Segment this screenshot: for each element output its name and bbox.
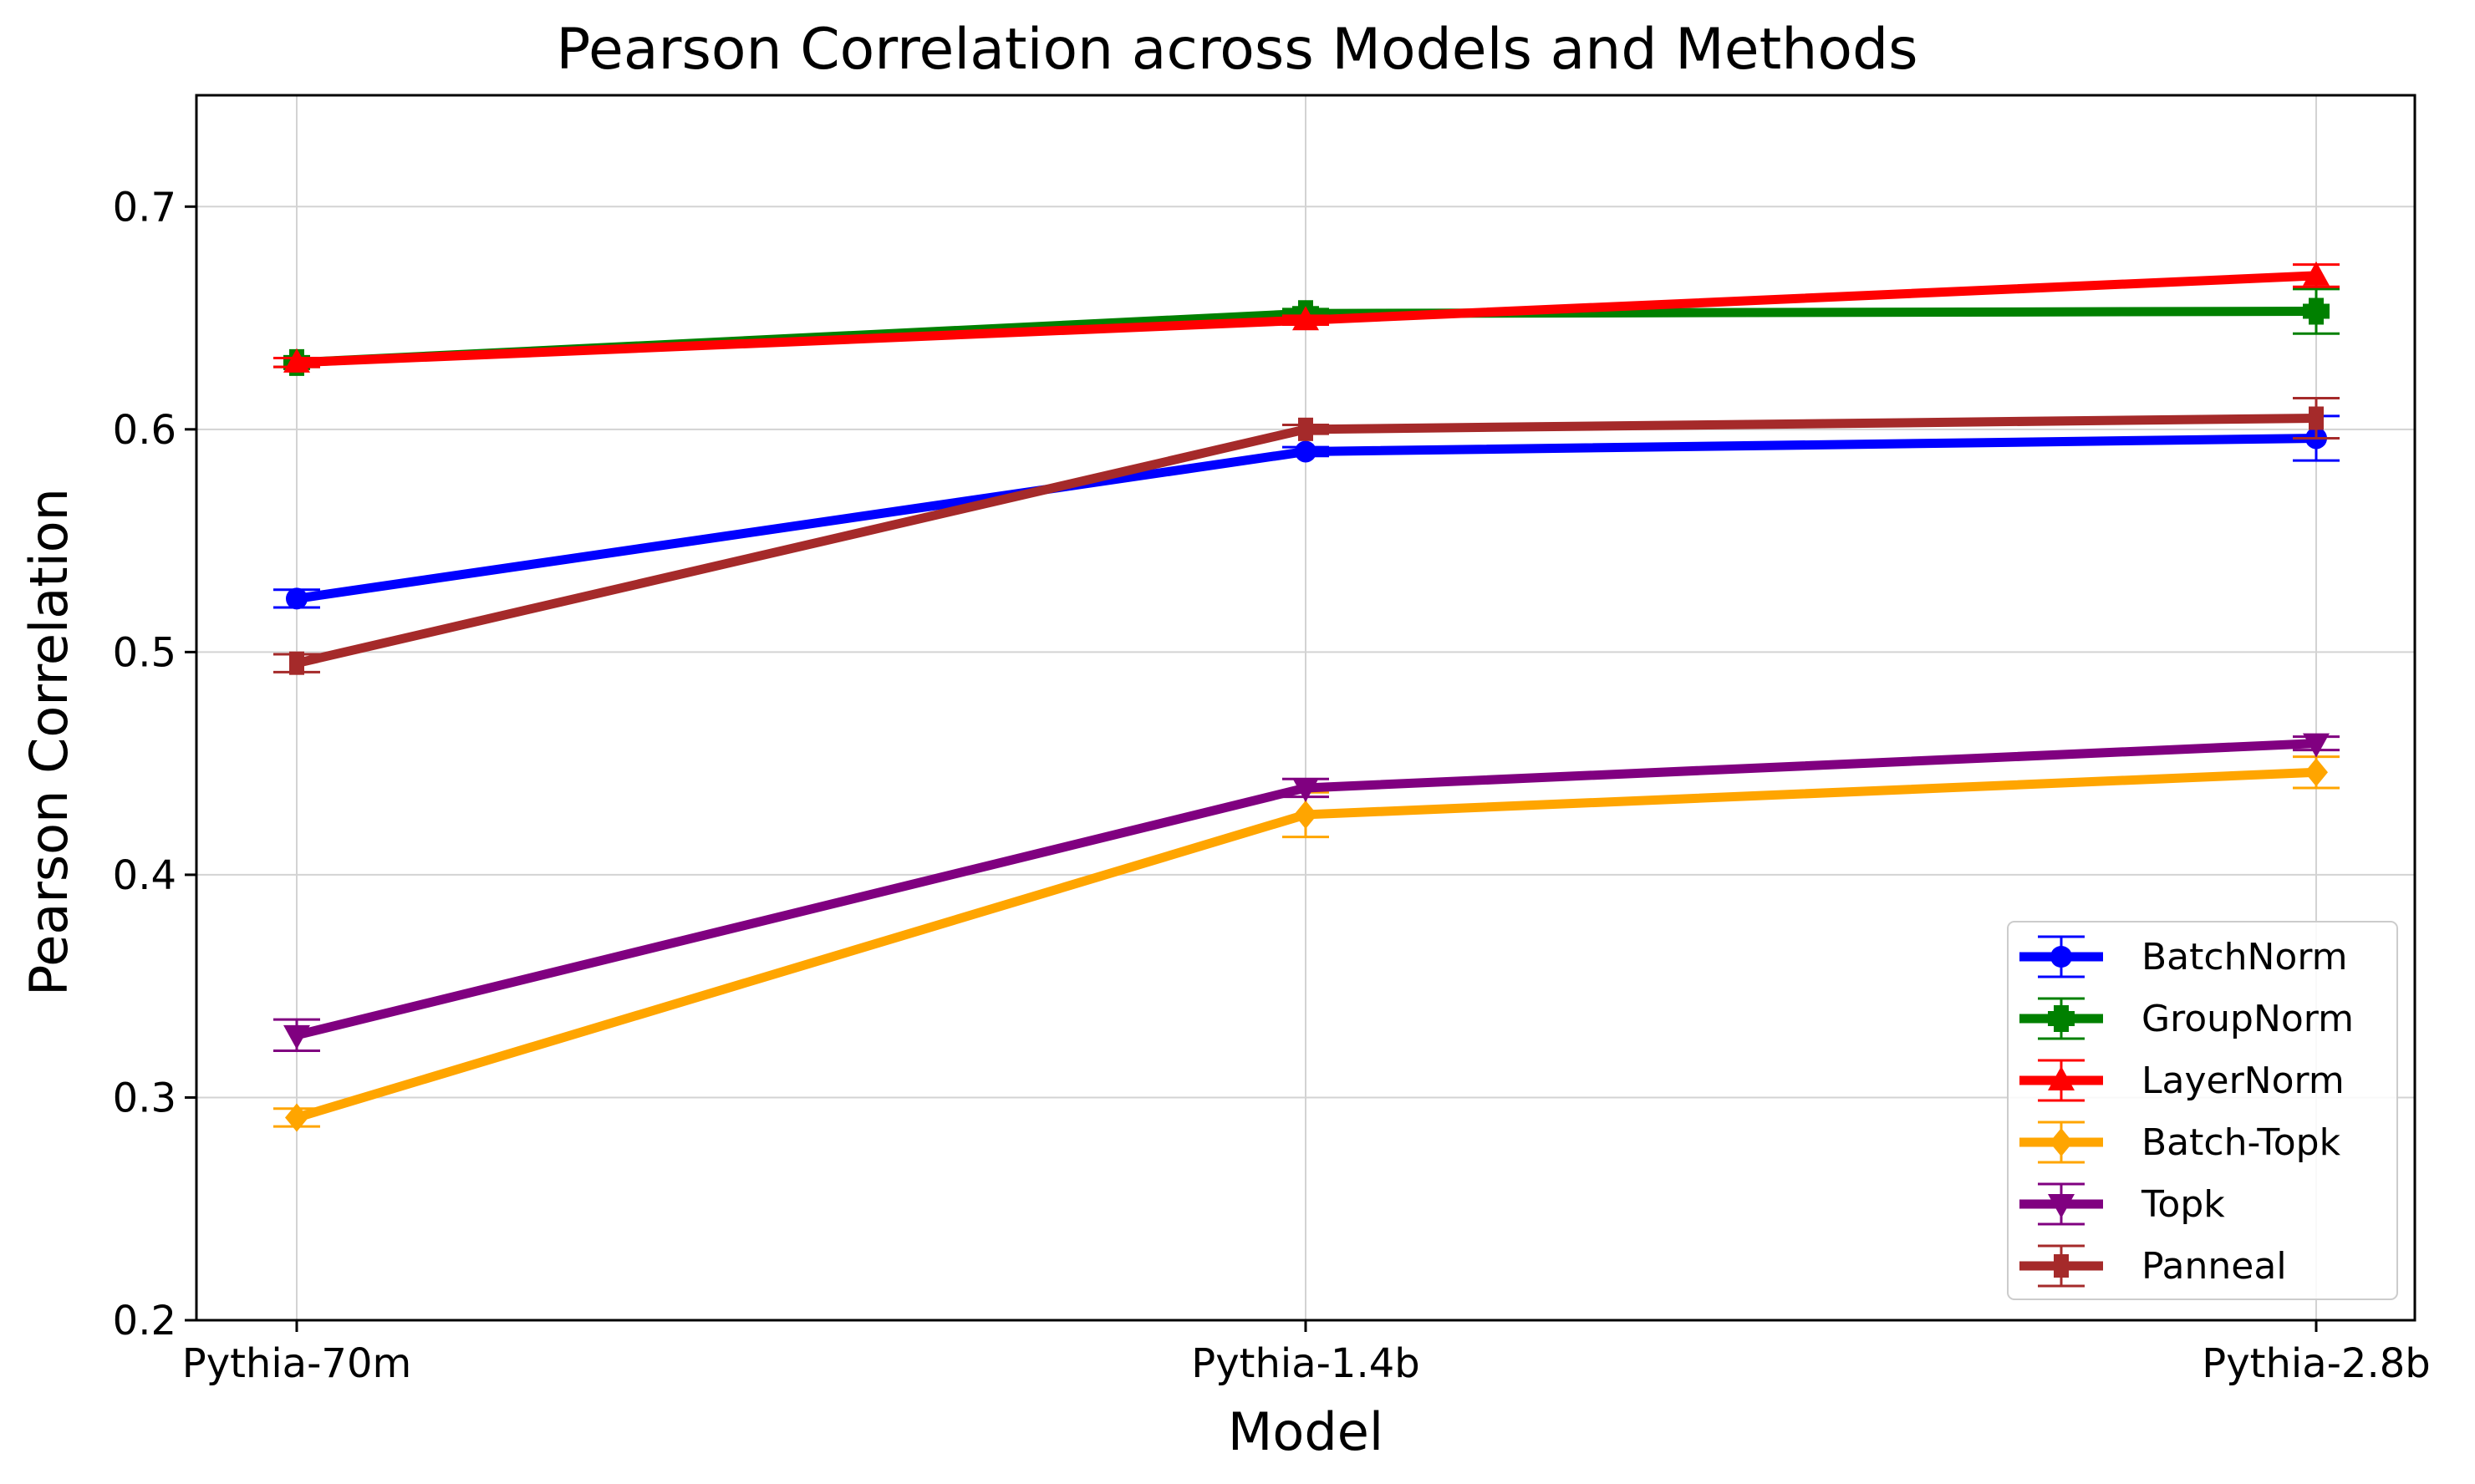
x-tick-label: Pythia-2.8b	[2202, 1340, 2430, 1387]
legend-item: BatchNorm	[2019, 935, 2348, 978]
legend-item: LayerNorm	[2019, 1059, 2345, 1102]
x-tick-label: Pythia-70m	[182, 1340, 412, 1387]
legend-label: LayerNorm	[2141, 1060, 2345, 1102]
legend-marker	[2048, 1194, 2075, 1218]
legend-item: Panneal	[2019, 1244, 2287, 1288]
y-tick-label: 0.3	[113, 1075, 176, 1121]
legend-marker	[2048, 1005, 2075, 1032]
data-point	[1295, 440, 1316, 463]
legend-label: Topk	[2141, 1183, 2225, 1226]
data-point	[1294, 800, 1317, 829]
legend-marker	[2050, 1128, 2073, 1156]
legend-item: GroupNorm	[2019, 997, 2354, 1040]
series-batchnorm	[273, 414, 2340, 610]
legend-marker	[2050, 946, 2072, 968]
legend-item: Batch-Topk	[2019, 1121, 2341, 1164]
data-point	[286, 587, 308, 610]
data-point	[1292, 777, 1319, 802]
x-tick-label: Pythia-1.4b	[1191, 1340, 1419, 1387]
series-layernorm	[273, 261, 2340, 373]
data-point	[2303, 733, 2330, 758]
series-panneal	[273, 397, 2340, 675]
data-point	[1292, 306, 1319, 331]
x-axis-label: Model	[1228, 1401, 1383, 1462]
series-topk	[273, 733, 2340, 1052]
legend-label: Batch-Topk	[2141, 1121, 2341, 1164]
data-point	[2303, 261, 2330, 286]
legend: BatchNorm GroupNorm LayerNorm Batch-Topk Top…	[2007, 921, 2398, 1300]
axis-ticks: 0.2 0.3 0.4 0.5 0.6 0.7 Pythia-70m Pythia-1.4b P…	[113, 184, 2431, 1387]
legend-item: Topk	[2019, 1182, 2225, 1226]
data-point	[285, 1103, 308, 1132]
legend-marker	[2054, 1254, 2069, 1278]
y-tick-label: 0.2	[113, 1298, 176, 1344]
legend-label: GroupNorm	[2141, 998, 2354, 1040]
legend-box	[2007, 921, 2398, 1300]
y-tick-label: 0.7	[113, 184, 176, 231]
data-point	[283, 1024, 310, 1049]
legend-marker	[2048, 1066, 2075, 1090]
series-layer	[273, 261, 2340, 1132]
chart-title: Pearson Correlation across Models and Me…	[556, 17, 1917, 83]
data-point	[283, 348, 310, 373]
y-axis-label: Pearson Correlation	[18, 488, 79, 996]
data-point	[1298, 417, 1313, 441]
y-tick-label: 0.6	[113, 407, 176, 454]
y-tick-label: 0.5	[113, 629, 176, 676]
data-point	[2309, 406, 2324, 430]
series-batch-topk	[273, 755, 2340, 1132]
legend-label: Panneal	[2141, 1245, 2287, 1288]
data-point	[289, 651, 304, 675]
y-tick-label: 0.4	[113, 852, 176, 899]
data-point	[2304, 758, 2328, 787]
legend-label: BatchNorm	[2141, 936, 2348, 978]
data-point	[2303, 297, 2330, 325]
